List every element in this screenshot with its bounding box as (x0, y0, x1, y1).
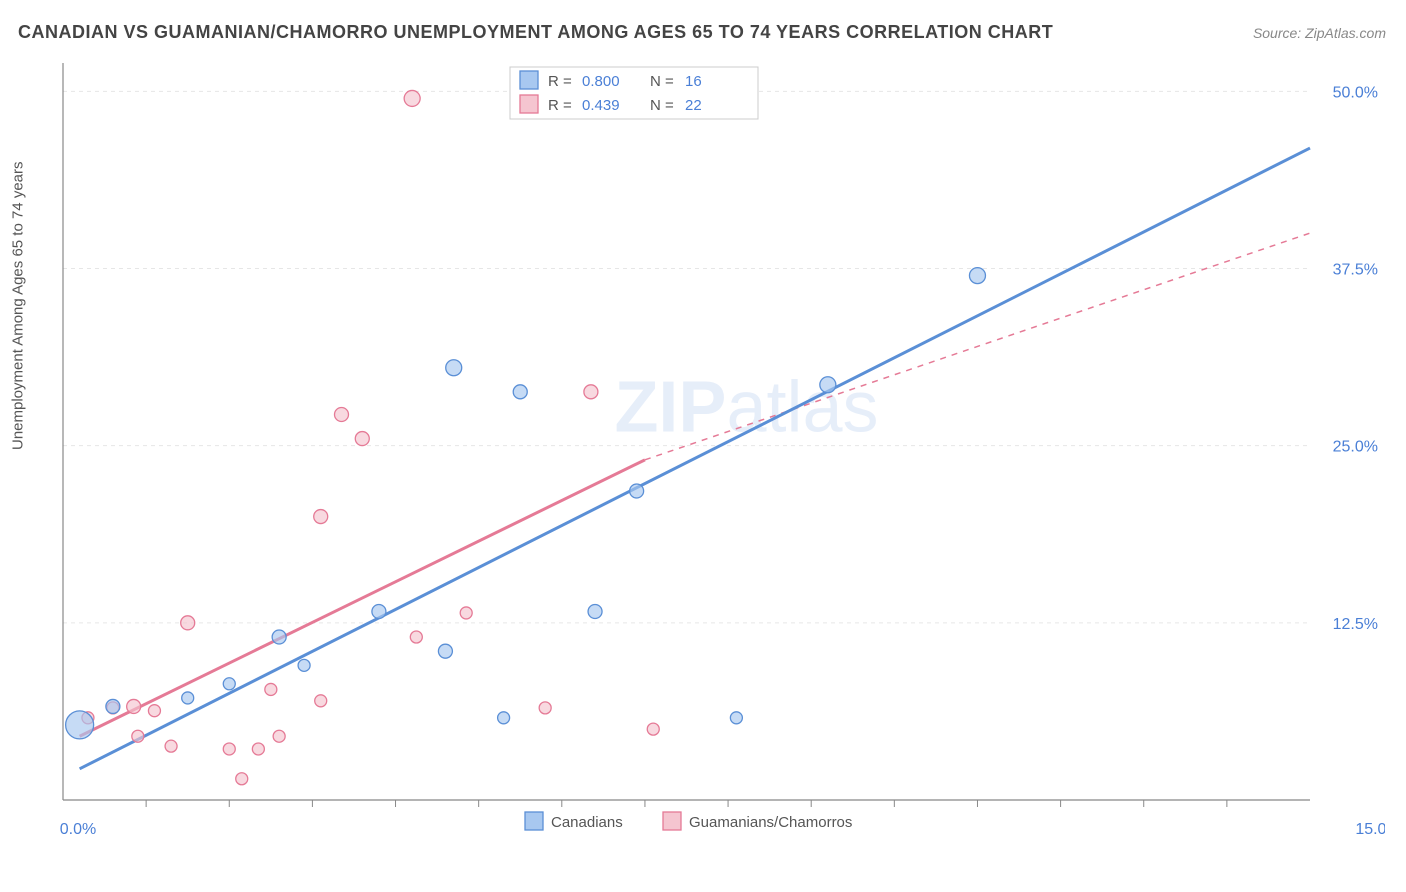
chart-area: ZIPatlas 12.5% 25.0% 37.5% 50.0% 0.0% 15.0% R =… (55, 55, 1385, 845)
scatter-chart: ZIPatlas 12.5% 25.0% 37.5% 50.0% 0.0% 15.0% R =… (55, 55, 1385, 845)
data-point (647, 723, 659, 735)
data-point (730, 712, 742, 724)
data-point (127, 699, 141, 713)
legend-series-label: Canadians (551, 814, 623, 831)
data-point (273, 730, 285, 742)
legend-r-label: R = (548, 73, 572, 90)
x-tick-label: 0.0% (60, 821, 96, 838)
legend-r-label: R = (548, 97, 572, 114)
data-point (165, 740, 177, 752)
legend-swatch (520, 71, 538, 89)
legend-n-value: 16 (685, 73, 702, 90)
data-point (298, 659, 310, 671)
trendline-guamanian (80, 460, 645, 736)
data-point (588, 604, 602, 618)
legend-n-label: N = (650, 97, 674, 114)
data-point (315, 695, 327, 707)
trendline-canadian (80, 148, 1310, 769)
data-point (314, 510, 328, 524)
data-point (252, 743, 264, 755)
data-point (438, 644, 452, 658)
data-point (820, 377, 836, 393)
data-point (410, 631, 422, 643)
legend-r-value: 0.439 (582, 97, 620, 114)
watermark: ZIPatlas (614, 368, 878, 448)
y-axis-label: Unemployment Among Ages 65 to 74 years (10, 161, 27, 450)
data-point (460, 607, 472, 619)
y-tick-label: 50.0% (1333, 84, 1378, 101)
legend-r-value: 0.800 (582, 73, 620, 90)
data-point (355, 432, 369, 446)
data-point (498, 712, 510, 724)
data-point (446, 360, 462, 376)
data-point (404, 90, 420, 106)
legend-swatch (663, 812, 681, 830)
data-point (265, 683, 277, 695)
y-tick-label: 37.5% (1333, 262, 1378, 279)
data-point (334, 407, 348, 421)
legend-n-value: 22 (685, 97, 702, 114)
data-point (630, 484, 644, 498)
legend-swatch (520, 95, 538, 113)
data-point (66, 711, 94, 739)
y-tick-label: 25.0% (1333, 439, 1378, 456)
legend-swatch (525, 812, 543, 830)
data-point (132, 730, 144, 742)
data-point (106, 699, 120, 713)
x-tick-label: 15.0% (1355, 821, 1385, 838)
source-label: Source: ZipAtlas.com (1253, 25, 1386, 41)
legend-n-label: N = (650, 73, 674, 90)
y-tick-label: 12.5% (1333, 616, 1378, 633)
data-point (223, 678, 235, 690)
legend-series-label: Guamanians/Chamorros (689, 814, 852, 831)
data-point (181, 616, 195, 630)
data-point (539, 702, 551, 714)
data-point (182, 692, 194, 704)
data-point (513, 385, 527, 399)
chart-title: CANADIAN VS GUAMANIAN/CHAMORRO UNEMPLOYM… (18, 22, 1053, 43)
data-point (223, 743, 235, 755)
data-point (236, 773, 248, 785)
data-point (148, 705, 160, 717)
data-point (969, 268, 985, 284)
data-point (584, 385, 598, 399)
data-point (372, 604, 386, 618)
data-point (272, 630, 286, 644)
